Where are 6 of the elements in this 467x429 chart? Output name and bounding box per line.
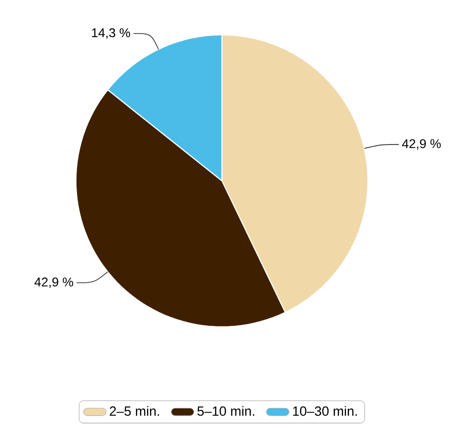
legend-label: 5–10 min. xyxy=(197,406,254,416)
legend-label: 10–30 min. xyxy=(293,406,357,416)
data-label: 42,9 % xyxy=(34,278,74,288)
legend-label: 2–5 min. xyxy=(110,406,160,416)
data-label: 42,9 % xyxy=(402,139,441,150)
data-label: 14,3 % xyxy=(92,28,130,39)
